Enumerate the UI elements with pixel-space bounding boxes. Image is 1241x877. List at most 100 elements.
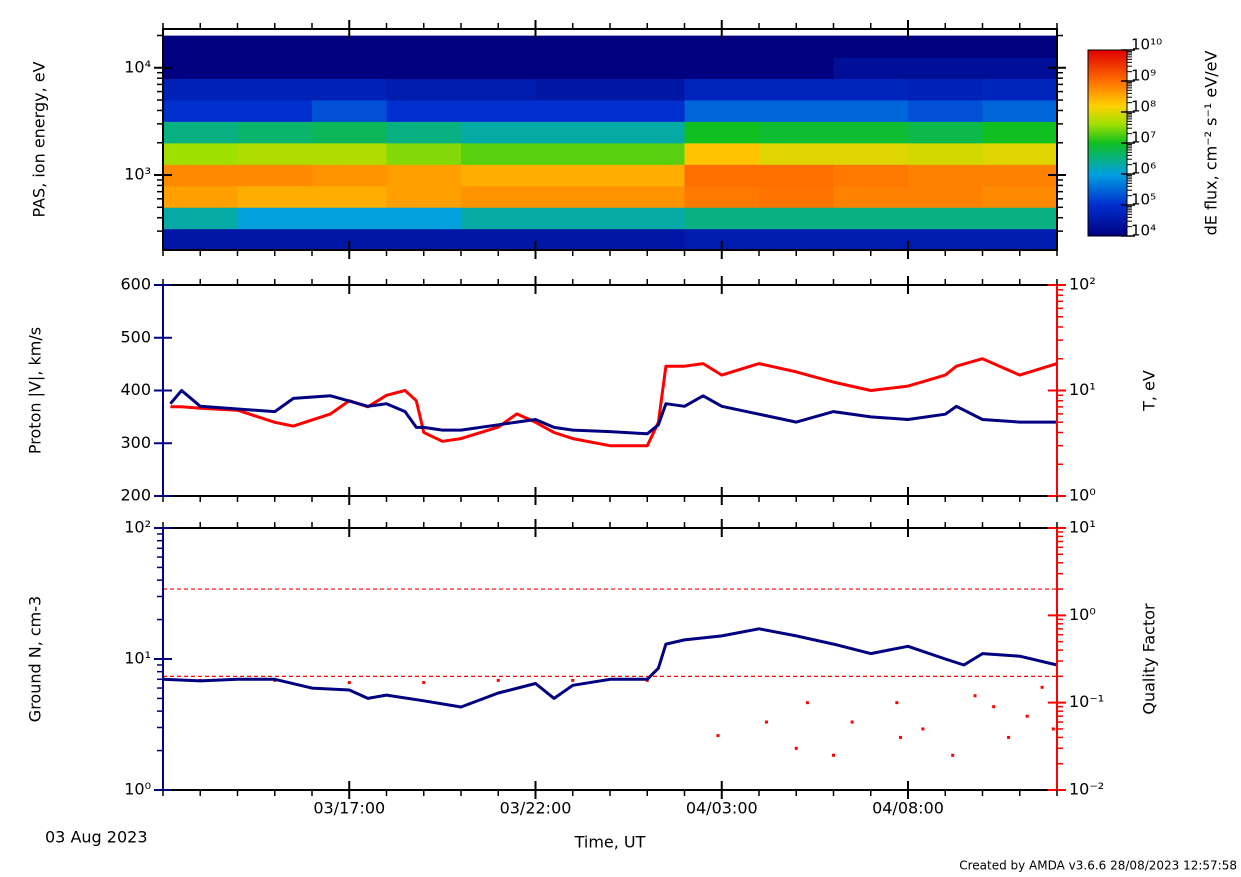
- heatmap-cell: [908, 207, 983, 230]
- heatmap-cell: [908, 35, 983, 58]
- heatmap-cell: [237, 185, 313, 208]
- y-tick-label: 10⁻²: [1069, 780, 1104, 799]
- heatmap-cell: [461, 185, 536, 208]
- data-point: [716, 734, 720, 738]
- heatmap-cell: [908, 121, 983, 144]
- heatmap-cell: [535, 78, 611, 101]
- heatmap-cell: [684, 228, 760, 251]
- heatmap-cell: [535, 57, 611, 80]
- heatmap-cell: [684, 35, 760, 58]
- heatmap-cell: [237, 142, 313, 165]
- heatmap-cell: [982, 121, 1058, 144]
- heatmap-cell: [461, 142, 536, 165]
- heatmap-cell: [386, 35, 462, 58]
- heatmap-cell: [312, 207, 387, 230]
- heatmap-cell: [312, 142, 387, 165]
- heatmap-cell: [759, 228, 834, 251]
- data-point: [1007, 735, 1011, 739]
- heatmap-cell: [312, 78, 387, 101]
- heatmap-cell: [163, 228, 238, 251]
- heatmap-cell: [237, 121, 313, 144]
- heatmap-cell: [163, 57, 238, 80]
- data-point: [764, 720, 768, 724]
- heatmap-cell: [461, 57, 536, 80]
- heatmap-cell: [833, 185, 909, 208]
- heatmap-cell: [610, 99, 685, 122]
- heatmap-cell: [684, 57, 760, 80]
- data-point: [951, 753, 955, 757]
- heatmap-cell: [908, 78, 983, 101]
- heatmap-cell: [833, 228, 909, 251]
- data-point: [1025, 714, 1029, 718]
- heatmap-cell: [759, 185, 834, 208]
- heatmap-cell: [982, 99, 1058, 122]
- heatmap-cell: [684, 121, 760, 144]
- y-tick-label: 10²: [124, 518, 151, 537]
- data-point: [895, 701, 899, 705]
- heatmap-cell: [163, 121, 238, 144]
- heatmap-cell: [982, 207, 1058, 230]
- heatmap-cell: [684, 207, 760, 230]
- colorbar: [1087, 49, 1128, 237]
- heatmap-cell: [833, 35, 909, 58]
- heatmap-cell: [982, 228, 1058, 251]
- heatmap-cell: [982, 185, 1058, 208]
- heatmap-cell: [386, 99, 462, 122]
- y-tick-label: 500: [120, 327, 151, 346]
- data-point: [921, 727, 925, 731]
- heatmap-cell: [461, 99, 536, 122]
- y-tick-label: 400: [120, 380, 151, 399]
- heatmap-cell: [759, 164, 834, 187]
- y-tick-label: 10⁻¹: [1069, 692, 1104, 711]
- data-point: [805, 701, 809, 705]
- heatmap-cell: [759, 57, 834, 80]
- heatmap-cell: [759, 35, 834, 58]
- colorbar-tick-label: 10⁴: [1131, 222, 1156, 240]
- heatmap-cell: [833, 164, 909, 187]
- heatmap-cell: [163, 35, 238, 58]
- y-tick-label: 10⁰: [1069, 486, 1096, 505]
- y-tick-label: 10³: [124, 165, 151, 184]
- heatmap-cell: [759, 99, 834, 122]
- colorbar-tick-label: 10¹⁰: [1131, 36, 1162, 54]
- heatmap-cell: [908, 185, 983, 208]
- heatmap-cell: [237, 99, 313, 122]
- heatmap-cell: [237, 164, 313, 187]
- colorbar-label: dE flux, cm⁻² s⁻¹ eV/eV: [1202, 51, 1221, 236]
- heatmap-cell: [982, 57, 1058, 80]
- footer: Created by AMDA v3.6.6 28/08/2023 12:57:…: [959, 859, 1237, 873]
- heatmap-cell: [610, 142, 685, 165]
- data-point: [1051, 727, 1055, 731]
- heatmap-cell: [461, 121, 536, 144]
- heatmap-cell: [684, 164, 760, 187]
- heatmap-cell: [386, 228, 462, 251]
- heatmap-cell: [461, 228, 536, 251]
- x-axis-label: Time, UT: [574, 833, 646, 852]
- heatmap-cell: [535, 185, 611, 208]
- heatmap-cell: [535, 164, 611, 187]
- heatmap-cell: [386, 207, 462, 230]
- series-line: [170, 357, 1058, 448]
- heatmap-cell: [908, 228, 983, 251]
- data-point: [992, 705, 996, 709]
- heatmap-cell: [237, 35, 313, 58]
- heatmap-cell: [610, 164, 685, 187]
- y-tick-label: 10¹: [124, 649, 151, 668]
- y2-axis-label: T, eV: [1140, 370, 1159, 412]
- heatmap-cell: [833, 99, 909, 122]
- colorbar-tick-label: 10⁷: [1131, 129, 1156, 147]
- y-tick-label: 300: [120, 433, 151, 452]
- heatmap-cell: [386, 164, 462, 187]
- heatmap-cell: [759, 121, 834, 144]
- heatmap-cell: [312, 57, 387, 80]
- heatmap-cell: [684, 99, 760, 122]
- heatmap-cell: [610, 35, 685, 58]
- heatmap-cell: [535, 142, 611, 165]
- heatmap-cell: [535, 99, 611, 122]
- heatmap-cell: [237, 228, 313, 251]
- heatmap-cell: [982, 35, 1058, 58]
- heatmap-cell: [908, 99, 983, 122]
- heatmap-cell: [312, 185, 387, 208]
- colorbar-tick-label: 10⁸: [1131, 98, 1156, 116]
